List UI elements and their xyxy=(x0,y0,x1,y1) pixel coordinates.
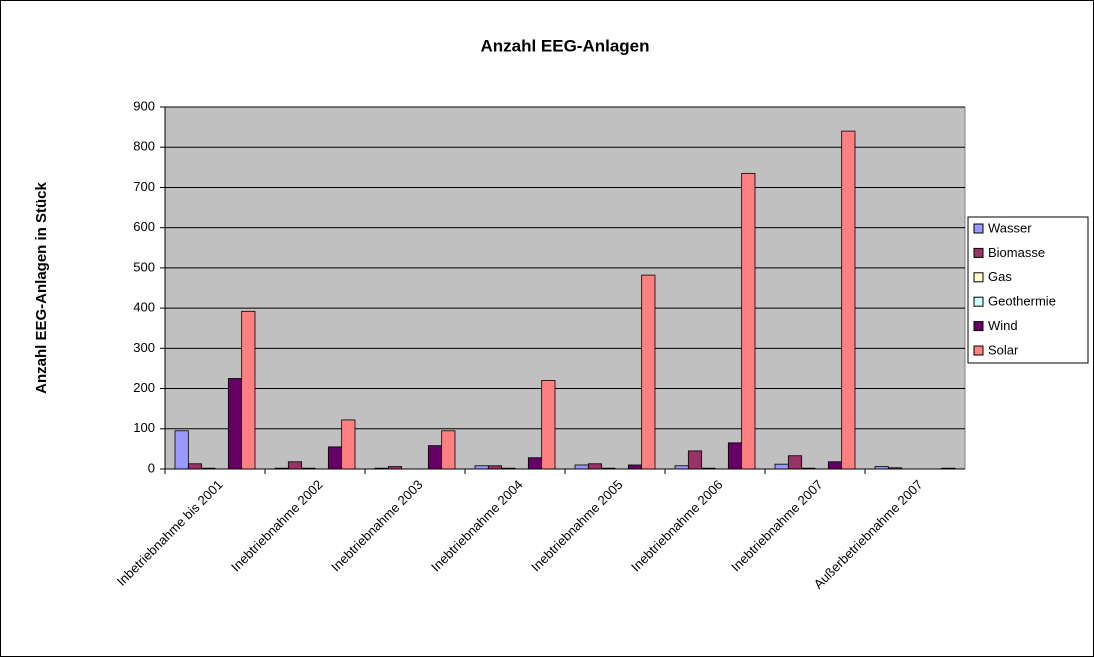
bar xyxy=(574,464,589,470)
legend-swatch xyxy=(973,272,984,283)
bar xyxy=(687,450,703,470)
bar xyxy=(841,130,856,470)
legend-label: Gas xyxy=(988,269,1012,284)
bar xyxy=(587,463,603,470)
plot-area xyxy=(164,106,966,470)
legend-label: Geothermie xyxy=(988,294,1056,309)
y-tick-label: 100 xyxy=(133,420,155,435)
legend-swatch xyxy=(973,296,984,307)
bar xyxy=(341,419,356,470)
y-axis-label: Anzahl EEG-Anlagen in Stück xyxy=(33,182,50,394)
legend-swatch xyxy=(973,345,984,356)
legend-label: Wind xyxy=(988,318,1018,333)
y-tick-label: 800 xyxy=(133,139,155,154)
bar xyxy=(187,463,203,470)
bar xyxy=(727,442,743,470)
chart-title: Anzahl EEG-Anlagen xyxy=(480,36,649,55)
bar xyxy=(427,445,443,470)
legend-swatch xyxy=(973,321,984,332)
bar xyxy=(641,274,656,470)
bar xyxy=(227,378,243,470)
y-tick-label: 400 xyxy=(133,300,155,315)
bar xyxy=(774,463,789,470)
y-tick-label: 500 xyxy=(133,259,155,274)
y-tick-label: 0 xyxy=(148,460,155,475)
bar xyxy=(627,464,643,470)
y-tick-label: 900 xyxy=(133,98,155,113)
legend-label: Biomasse xyxy=(988,245,1045,260)
y-tick-label: 300 xyxy=(133,340,155,355)
bar xyxy=(741,172,756,470)
bar xyxy=(827,461,843,470)
bar xyxy=(441,430,456,470)
bar xyxy=(327,446,343,470)
bar xyxy=(287,461,303,470)
y-tick-label: 700 xyxy=(133,179,155,194)
legend-swatch xyxy=(973,223,984,234)
bar xyxy=(787,455,803,470)
legend-swatch xyxy=(973,247,984,258)
legend-label: Solar xyxy=(988,342,1019,357)
bar xyxy=(527,457,543,470)
bar xyxy=(541,380,556,470)
legend-label: Wasser xyxy=(988,220,1032,235)
y-tick-label: 600 xyxy=(133,219,155,234)
bar xyxy=(174,430,189,470)
y-tick-label: 200 xyxy=(133,380,155,395)
bar xyxy=(241,310,256,470)
legend-box xyxy=(967,216,1089,364)
